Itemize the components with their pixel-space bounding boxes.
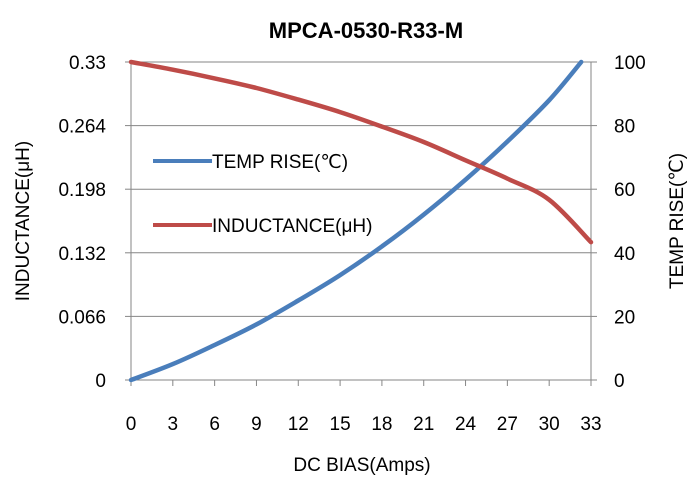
y-right-tick-label: 60: [614, 180, 635, 201]
legend-label-temp-rise: TEMP RISE(℃): [212, 152, 348, 173]
y-left-axis-label: INDUCTANCE(μH): [13, 141, 34, 301]
x-tick-label: 15: [330, 414, 351, 435]
y-left-tick-label: 0.066: [58, 307, 106, 328]
y-left-tick-label: 0: [95, 371, 106, 392]
y-left-tick-labels: 0 0.066 0.132 0.198 0.264 0.33: [58, 53, 106, 392]
series-lines: [128, 59, 594, 383]
x-axis-label: DC BIAS(Amps): [293, 455, 430, 476]
y-left-tick-label: 0.33: [69, 53, 106, 74]
y-right-tick-label: 80: [614, 117, 635, 138]
chart-title: MPCA-0530-R33-M: [269, 18, 463, 43]
gridlines: [131, 61, 591, 317]
x-tick-label: 30: [539, 414, 560, 435]
x-tick-label: 0: [126, 414, 137, 435]
x-tick-label: 27: [497, 414, 518, 435]
x-tick-label: 12: [288, 414, 309, 435]
x-tick-labels: 0 3 6 9 12 15 18 21 24 27 30 33: [126, 414, 602, 435]
x-tick-label: 21: [413, 414, 434, 435]
x-tick-label: 3: [168, 414, 179, 435]
series-line-inductance: [128, 59, 594, 245]
x-tick-label: 18: [371, 414, 392, 435]
y-left-tick-label: 0.132: [58, 244, 106, 265]
legend: TEMP RISE(℃) INDUCTANCE(μH): [153, 152, 372, 237]
legend-label-inductance: INDUCTANCE(μH): [212, 216, 372, 237]
y-right-tick-labels: 0 20 40 60 80 100: [614, 53, 646, 392]
y-right-tick-label: 0: [614, 371, 625, 392]
y-right-axis-label: TEMP RISE(℃): [667, 153, 688, 289]
y-left-tick-label: 0.198: [58, 180, 106, 201]
y-right-tick-label: 20: [614, 307, 635, 328]
x-tick-label: 9: [251, 414, 262, 435]
y-left-tick-label: 0.264: [58, 117, 106, 138]
y-right-tick-label: 100: [614, 53, 646, 74]
x-tick-label: 24: [455, 414, 477, 435]
x-tick-label: 6: [209, 414, 220, 435]
x-tick-label: 33: [580, 414, 601, 435]
series-line-temp-rise: [128, 59, 584, 383]
axes: [125, 61, 597, 386]
y-right-tick-label: 40: [614, 244, 635, 265]
